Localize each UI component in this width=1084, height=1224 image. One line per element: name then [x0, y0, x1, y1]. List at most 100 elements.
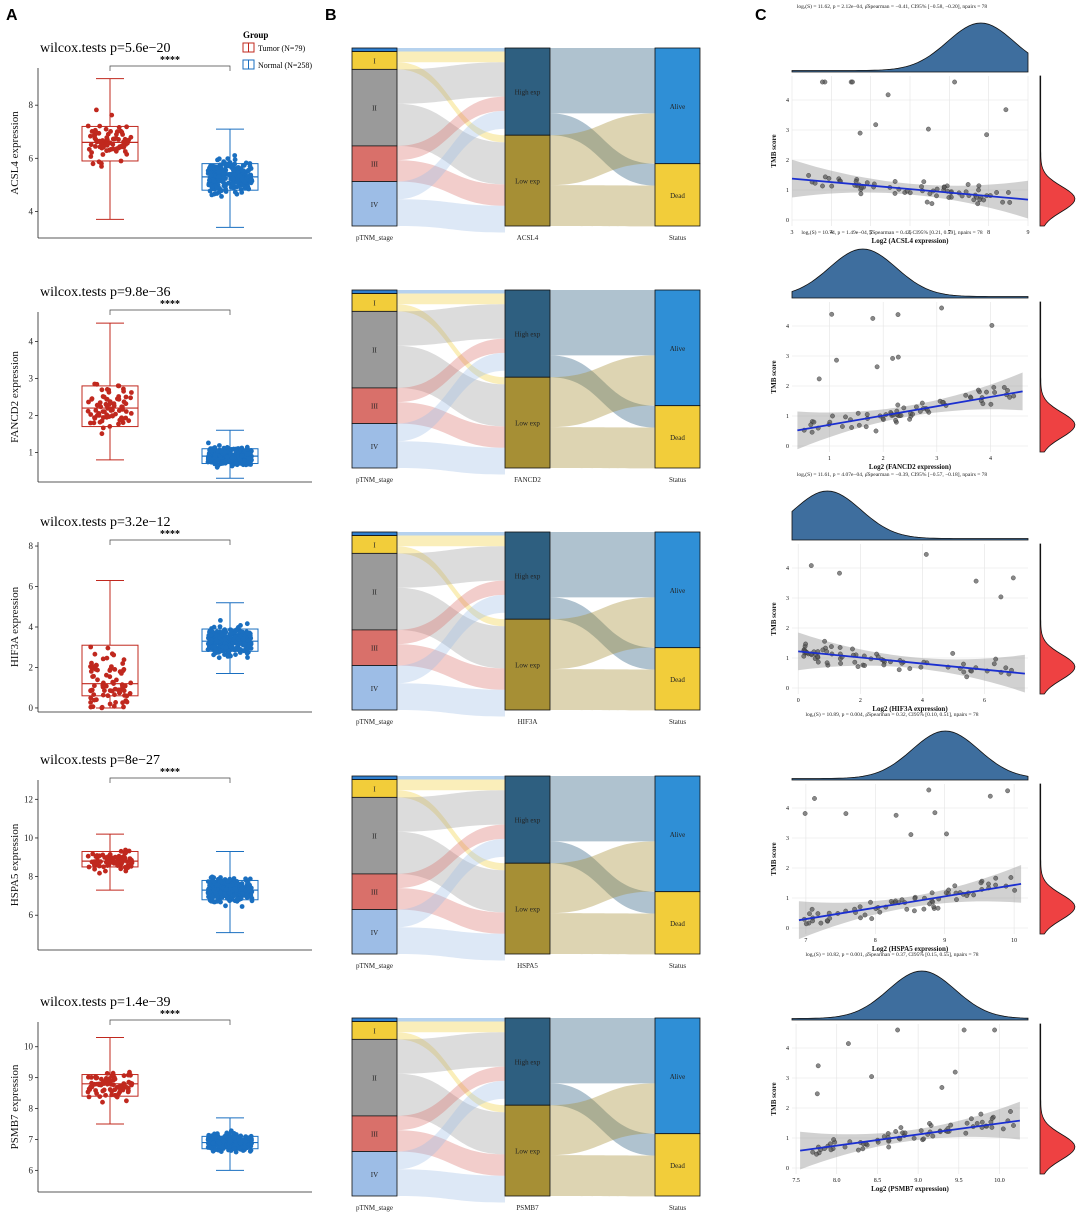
- expression-block: [504, 1104, 551, 1197]
- data-point: [808, 563, 814, 568]
- data-point: [110, 146, 116, 152]
- data-point: [97, 863, 102, 869]
- x-tick-label: 5: [869, 230, 872, 236]
- data-point: [918, 1128, 924, 1133]
- box-normal: [201, 602, 259, 675]
- flow-stage-to-expression: [397, 1018, 505, 1022]
- stage-block: [351, 873, 398, 910]
- stage-block: [351, 775, 398, 780]
- data-point: [121, 1073, 127, 1079]
- y-tick-label: 8: [29, 872, 34, 882]
- data-point: [121, 657, 127, 663]
- data-point: [96, 159, 102, 165]
- legend-title: Group: [243, 30, 268, 40]
- stage-block: [351, 665, 398, 711]
- y-axis-label: HIF3A expression: [9, 586, 21, 667]
- y-tick-label: 7: [29, 1134, 34, 1144]
- data-point: [108, 1078, 113, 1084]
- data-point: [815, 654, 821, 659]
- data-point: [116, 125, 122, 130]
- data-point: [904, 906, 910, 912]
- stage-block: [351, 1038, 398, 1117]
- data-point: [234, 888, 239, 893]
- data-point: [107, 674, 113, 680]
- expression-block: [504, 775, 551, 864]
- data-point: [829, 311, 835, 317]
- data-point: [90, 674, 95, 679]
- expression-label: Low exp: [515, 906, 540, 914]
- flow-expression-to-status: [550, 669, 655, 711]
- y-tick-label: 0: [786, 1166, 789, 1172]
- plot-area: [792, 784, 1028, 934]
- y-axis-label: TMB score: [770, 134, 778, 167]
- data-point: [113, 700, 118, 705]
- data-point: [236, 183, 241, 189]
- data-point: [858, 191, 864, 197]
- status-label: Dead: [670, 434, 685, 442]
- stage-label: II: [372, 347, 377, 355]
- stage-label: IV: [371, 685, 378, 693]
- data-point: [895, 402, 901, 408]
- data-point: [216, 169, 221, 175]
- data-point: [110, 855, 116, 861]
- data-point: [97, 870, 102, 876]
- y-tick-label: 0: [786, 926, 789, 932]
- data-point: [99, 164, 104, 169]
- flow-stage-to-expression: [397, 1130, 505, 1176]
- flow-expression-to-status: [550, 1155, 655, 1197]
- data-point: [924, 199, 930, 205]
- status-label: Alive: [670, 1073, 686, 1081]
- data-point: [107, 667, 113, 672]
- y-tick-label: 1: [786, 896, 789, 902]
- x-tick-label: 7: [804, 938, 807, 944]
- data-point: [858, 915, 863, 921]
- data-point: [1000, 1126, 1006, 1132]
- y-tick-label: 3: [786, 128, 789, 134]
- stage-label: II: [372, 833, 377, 841]
- stage-label: IV: [371, 929, 378, 937]
- data-point: [930, 1133, 936, 1139]
- plot-title: wilcox.tests p=5.6e−20: [40, 41, 171, 56]
- data-point: [208, 1145, 214, 1151]
- data-point: [901, 405, 907, 411]
- data-point: [99, 387, 105, 393]
- box-normal: [201, 128, 259, 228]
- data-point: [123, 394, 129, 400]
- panel-label-c: C: [755, 7, 767, 24]
- data-point: [223, 645, 229, 650]
- flow-stage-to-expression: [397, 790, 505, 832]
- data-point: [863, 424, 869, 430]
- data-point: [856, 422, 862, 428]
- x-tick-label: 1: [828, 456, 831, 462]
- status-block: [654, 891, 701, 955]
- top-density: [791, 970, 1029, 1021]
- data-point: [245, 894, 251, 900]
- data-point: [234, 191, 240, 197]
- y-axis-label: TMB score: [770, 842, 778, 875]
- y-tick-label: 8: [29, 1104, 34, 1114]
- y-tick-label: 0: [786, 218, 789, 224]
- data-point: [109, 1089, 115, 1094]
- flow-expression-to-status: [550, 1018, 655, 1084]
- data-point: [116, 421, 121, 427]
- data-point: [212, 644, 217, 650]
- data-point: [205, 647, 211, 652]
- y-axis-label: PSMB7 expression: [9, 1064, 21, 1149]
- data-point: [801, 653, 807, 659]
- data-point: [100, 682, 106, 688]
- data-point: [100, 152, 106, 157]
- data-point: [208, 448, 214, 453]
- data-point: [237, 650, 243, 655]
- sankey-axis-label: pTNM_stage: [356, 234, 393, 242]
- data-point: [846, 1041, 851, 1046]
- flow-stage-to-expression: [397, 62, 505, 104]
- flow-stage-to-expression: [397, 546, 505, 588]
- data-point: [104, 136, 110, 142]
- data-point: [106, 862, 112, 868]
- flow-expression-to-status: [550, 355, 655, 428]
- y-tick-label: 3: [786, 1076, 789, 1082]
- expression-label: Low exp: [515, 178, 540, 186]
- right-density: [1039, 75, 1076, 227]
- data-point: [893, 812, 899, 818]
